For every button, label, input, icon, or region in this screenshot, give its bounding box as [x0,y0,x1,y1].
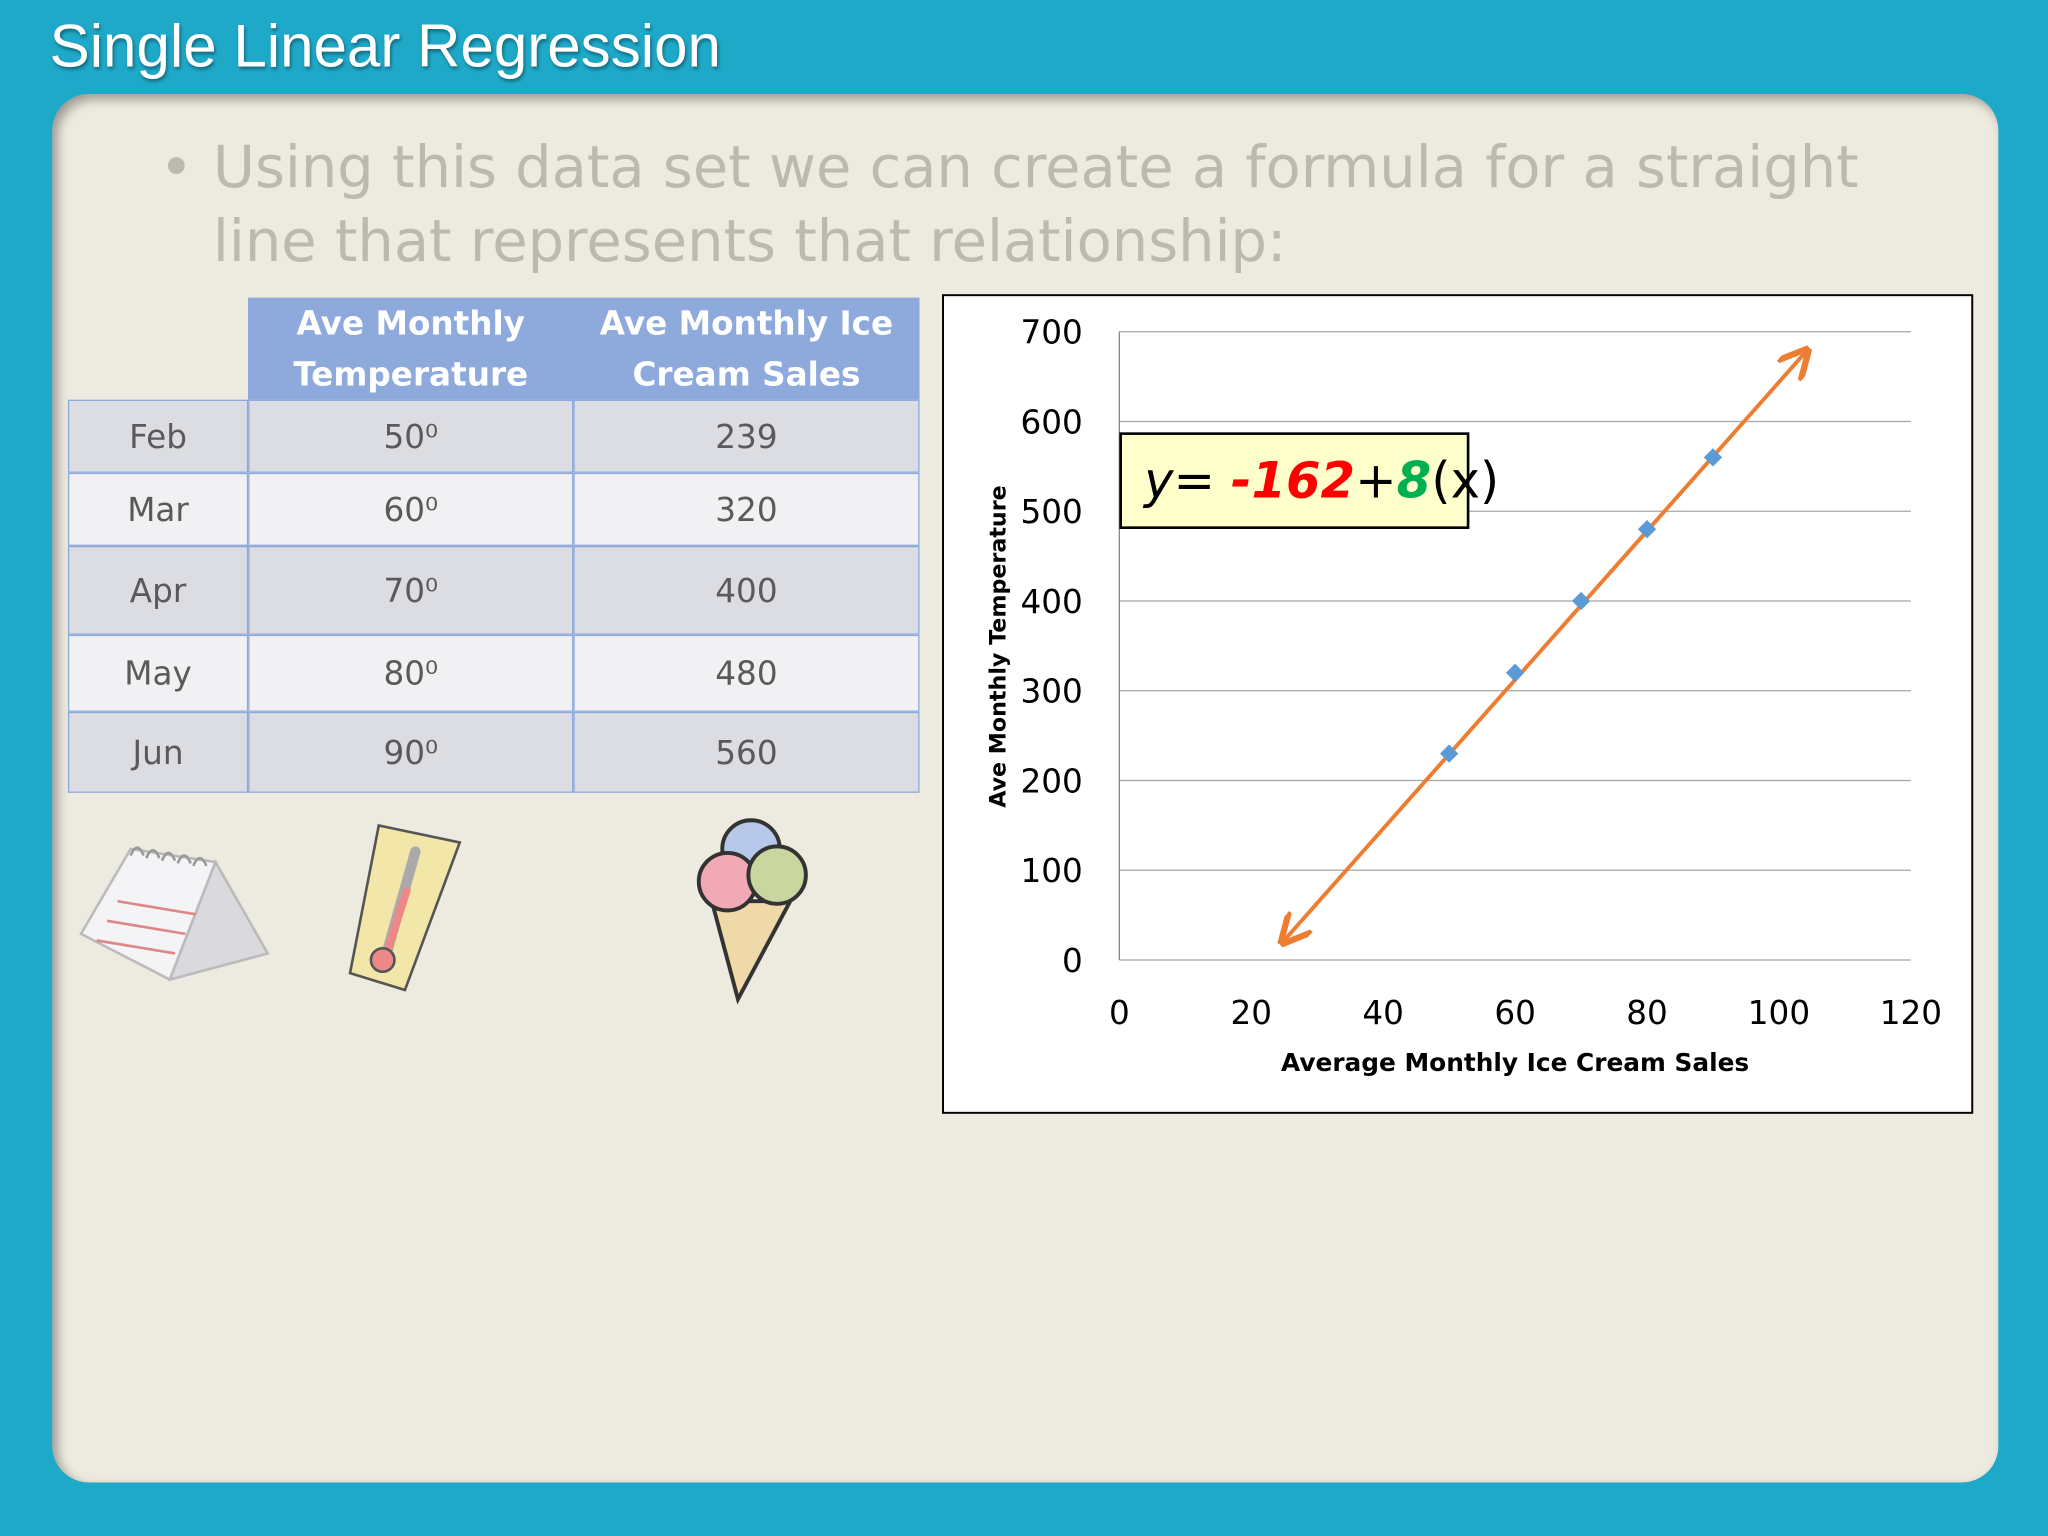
bullet-dot: • [159,134,194,202]
x-tick-label: 80 [1626,994,1668,1032]
y-tick-label: 200 [1020,762,1082,800]
row-label: Mar [67,472,249,546]
x-axis-label: Average Monthly Ice Cream Sales [1281,1048,1749,1077]
row-label: Jun [67,711,249,793]
x-tick-label: 20 [1230,994,1272,1032]
x-tick-label: 120 [1880,994,1942,1032]
equation: y= -162+8(x) [1142,452,1499,510]
data-point [1637,520,1657,539]
trend-line [1284,352,1805,940]
chart-frame [942,294,1974,1114]
table-cell: 239 [573,399,920,473]
equation-part: -162 [1231,452,1355,510]
table-cell: 400 [573,545,920,635]
x-tick-label: 60 [1494,994,1536,1032]
y-tick-label: 100 [1020,852,1082,890]
data-point [1571,591,1591,611]
data-point [1703,448,1723,467]
y-tick-label: 0 [1062,942,1083,980]
calendar-icon [79,846,270,982]
ice-cream-icon [696,818,808,1005]
equation-part: y [1142,452,1174,510]
table-cell: 70⁰ [248,545,574,635]
table-cell: 320 [573,472,920,546]
y-tick-label: 500 [1020,493,1082,531]
table-cell: 480 [573,634,920,712]
equation-part: = [1174,452,1231,510]
data-point [1505,663,1525,682]
y-tick-label: 400 [1020,583,1082,621]
thermometer-icon [348,823,462,992]
x-tick-label: 100 [1748,994,1810,1032]
row-label: Feb [67,399,249,473]
equation-part: + [1355,452,1397,510]
equation-part: (x) [1431,452,1499,510]
equation-part: 8 [1397,452,1432,510]
slide-title: Single Linear Regression [49,11,721,80]
data-point [1439,744,1459,763]
x-tick-label: 0 [1109,994,1130,1032]
y-tick-label: 700 [1020,314,1082,352]
row-label: Apr [67,545,249,635]
equation-box [1119,432,1470,529]
bullet-text: Using this data set we can create a form… [212,134,1859,276]
table-cell: 60⁰ [248,472,574,546]
table-header: Ave Monthly Temperature [248,297,574,400]
table-cell: 560 [573,711,920,793]
table-cell: 90⁰ [248,711,574,793]
y-axis-label: Ave Monthly Temperature [986,485,1012,808]
y-tick-label: 300 [1020,673,1082,711]
x-tick-label: 40 [1362,994,1404,1032]
y-tick-label: 600 [1020,403,1082,441]
row-label: May [67,634,249,712]
table-header: Ave Monthly Ice Cream Sales [573,297,920,400]
table-cell: 80⁰ [248,634,574,712]
table-cell: 50⁰ [248,399,574,473]
